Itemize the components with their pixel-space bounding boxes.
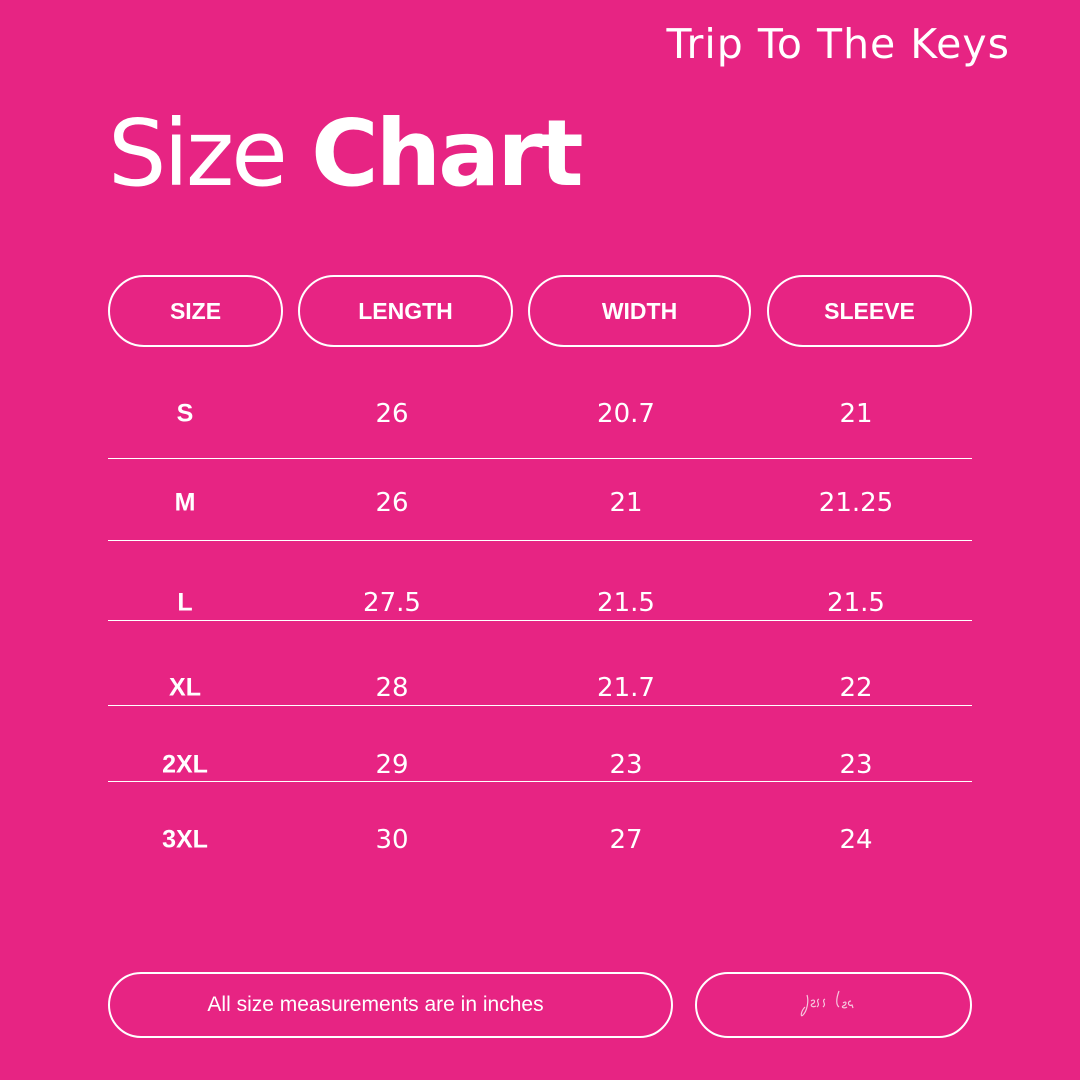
row-divider bbox=[108, 781, 972, 782]
measurement-width: 20.7 bbox=[597, 399, 655, 429]
signature-logo bbox=[800, 990, 854, 1017]
measurement-width: 21.5 bbox=[597, 588, 655, 618]
header-size: SIZE bbox=[108, 275, 283, 347]
measurement-sleeve: 21.25 bbox=[818, 488, 894, 518]
page-title: Size Chart bbox=[108, 100, 584, 207]
measurement-sleeve: 23 bbox=[839, 750, 873, 780]
measurement-length: 26 bbox=[375, 399, 409, 429]
units-note-text: All size measurements are in inches bbox=[207, 993, 544, 1016]
measurement-length: 28 bbox=[375, 673, 409, 703]
row-divider bbox=[108, 705, 972, 706]
signature-box bbox=[695, 972, 972, 1038]
measurement-width: 27 bbox=[609, 825, 643, 855]
row-divider bbox=[108, 620, 972, 621]
measurement-width: 21 bbox=[609, 488, 643, 518]
measurement-width: 23 bbox=[609, 750, 643, 780]
measurement-length: 30 bbox=[375, 825, 409, 855]
title-regular: Size bbox=[108, 100, 288, 207]
header-width: WIDTH bbox=[528, 275, 751, 347]
size-label: 2XL bbox=[162, 750, 208, 779]
title-bold: Chart bbox=[311, 100, 583, 207]
measurement-sleeve: 21 bbox=[839, 399, 873, 429]
measurement-sleeve: 22 bbox=[839, 673, 873, 703]
measurement-length: 27.5 bbox=[363, 588, 421, 618]
measurement-sleeve: 21.5 bbox=[827, 588, 885, 618]
row-divider bbox=[108, 540, 972, 541]
brand-name: Trip To The Keys bbox=[666, 20, 1010, 68]
header-length: LENGTH bbox=[298, 275, 513, 347]
size-label: L bbox=[177, 588, 193, 617]
size-label: S bbox=[176, 399, 194, 428]
size-label: 3XL bbox=[162, 825, 208, 854]
measurement-length: 26 bbox=[375, 488, 409, 518]
measurement-sleeve: 24 bbox=[839, 825, 873, 855]
size-label: XL bbox=[169, 673, 201, 702]
row-divider bbox=[108, 458, 972, 459]
measurement-length: 29 bbox=[375, 750, 409, 780]
units-note: All size measurements are in inches bbox=[108, 972, 673, 1038]
measurement-width: 21.7 bbox=[597, 673, 655, 703]
size-label: M bbox=[174, 488, 196, 517]
header-sleeve: SLEEVE bbox=[767, 275, 972, 347]
